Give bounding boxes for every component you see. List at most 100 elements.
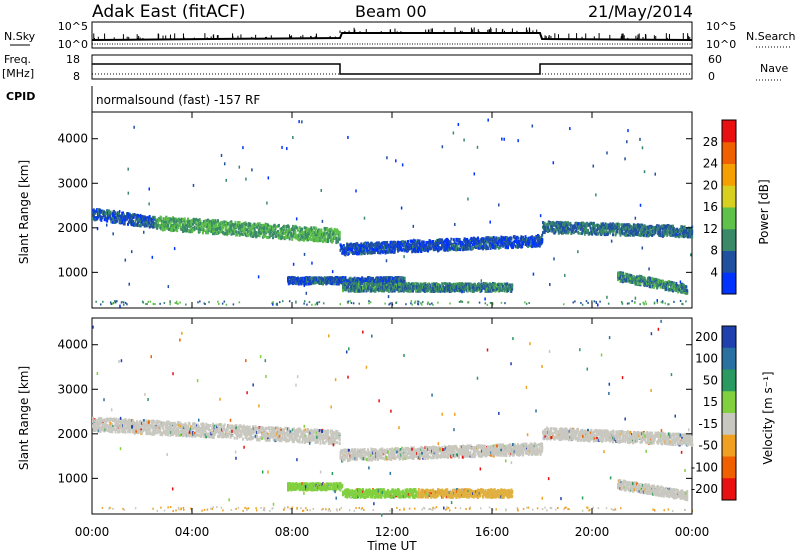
echo-cell	[338, 237, 341, 241]
echo-cell	[275, 225, 278, 229]
echo-cell	[588, 231, 591, 235]
echo-cell	[230, 220, 233, 224]
echo-cell	[436, 247, 439, 251]
echo-cell	[465, 284, 468, 288]
echo-cell	[260, 231, 263, 235]
echo-cell	[565, 231, 568, 235]
echo-cell	[116, 219, 119, 223]
echo-cell	[267, 223, 269, 227]
nave-tick-top: 60	[708, 53, 722, 66]
echo-cell	[188, 219, 191, 223]
echo-cell	[428, 287, 431, 291]
echo-cell	[315, 227, 318, 231]
echo-cell	[287, 235, 290, 239]
echo-cell	[197, 218, 199, 222]
echo-cell	[489, 236, 492, 240]
echo-cell	[570, 232, 573, 236]
echo-cell	[418, 239, 421, 243]
echo-cell	[585, 227, 588, 231]
echo-cell	[467, 243, 470, 247]
echo-cell	[492, 246, 494, 250]
echo-cell	[348, 250, 351, 254]
echo-cell	[142, 215, 144, 219]
echo-cell	[207, 218, 209, 222]
echo-cell	[287, 275, 290, 279]
echo-cell	[600, 227, 603, 231]
echo-cell	[511, 287, 514, 291]
echo-cell	[417, 282, 419, 286]
echo-cell	[182, 229, 185, 233]
echo-cell	[547, 226, 549, 230]
echo-cell	[678, 234, 681, 238]
echo-cell	[444, 248, 447, 252]
nsky-tick-bottom: 10^0	[58, 38, 88, 51]
echo-cell	[606, 227, 609, 231]
echo-cell	[114, 211, 117, 215]
echo-cell	[396, 282, 399, 286]
echo-cell	[436, 241, 439, 245]
echo-cell	[497, 236, 500, 240]
echo-cell	[477, 282, 480, 286]
echo-cell	[127, 222, 129, 226]
echo-cell	[691, 229, 694, 233]
echo-cell	[325, 278, 328, 282]
echo-cell	[625, 227, 628, 231]
echo-cell	[320, 238, 323, 242]
echo-cell	[294, 230, 297, 234]
echo-cell	[202, 231, 204, 235]
echo-cell	[107, 209, 110, 213]
echo-cell	[342, 289, 344, 293]
echo-cell	[460, 286, 463, 290]
echo-cell	[641, 223, 644, 227]
echo-cell	[559, 226, 562, 230]
echo-cell	[360, 252, 363, 256]
echo-cell	[282, 228, 285, 232]
echo-cell	[334, 276, 337, 280]
echo-cell	[344, 281, 347, 285]
echo-cell	[666, 231, 669, 235]
echo-cell	[286, 236, 289, 240]
echo-cell	[388, 280, 391, 284]
echo-cell	[204, 219, 207, 223]
echo-cell	[152, 225, 155, 229]
echo-cell	[687, 232, 690, 236]
echo-cell	[682, 235, 685, 239]
echo-cell	[255, 231, 258, 235]
echo-cell	[210, 230, 213, 234]
echo-cell	[304, 233, 307, 237]
echo-cell	[604, 226, 607, 230]
echo-cell	[251, 227, 254, 231]
echo-cell	[670, 233, 673, 237]
echo-cell	[613, 224, 616, 228]
echo-cell	[359, 248, 362, 252]
echo-cell	[416, 285, 419, 289]
echo-cell	[468, 247, 471, 251]
echo-cell	[386, 282, 389, 286]
echo-cell	[451, 288, 454, 292]
echo-cell	[109, 214, 112, 218]
cpid-label: CPID	[6, 90, 35, 103]
echo-cell	[581, 231, 584, 235]
echo-cell	[122, 211, 124, 215]
echo-cell	[176, 229, 179, 233]
echo-cell	[534, 238, 537, 242]
echo-cell	[427, 249, 429, 253]
echo-cell	[228, 225, 231, 229]
echo-cell	[148, 215, 151, 219]
echo-cell	[380, 247, 383, 251]
echo-cell	[202, 220, 205, 224]
echo-cell	[502, 244, 504, 248]
echo-cell	[174, 228, 177, 232]
echo-cell	[277, 232, 280, 236]
echo-cell	[567, 226, 569, 230]
echo-cell	[303, 226, 306, 230]
echo-cell	[364, 250, 367, 254]
echo-cell	[659, 227, 662, 231]
echo-cell	[159, 223, 162, 227]
echo-cell	[519, 237, 522, 241]
echo-cell	[677, 229, 679, 233]
echo-cell	[249, 224, 252, 228]
echo-cell	[317, 235, 319, 239]
echo-cell	[243, 226, 246, 230]
echo-cell	[621, 229, 624, 233]
